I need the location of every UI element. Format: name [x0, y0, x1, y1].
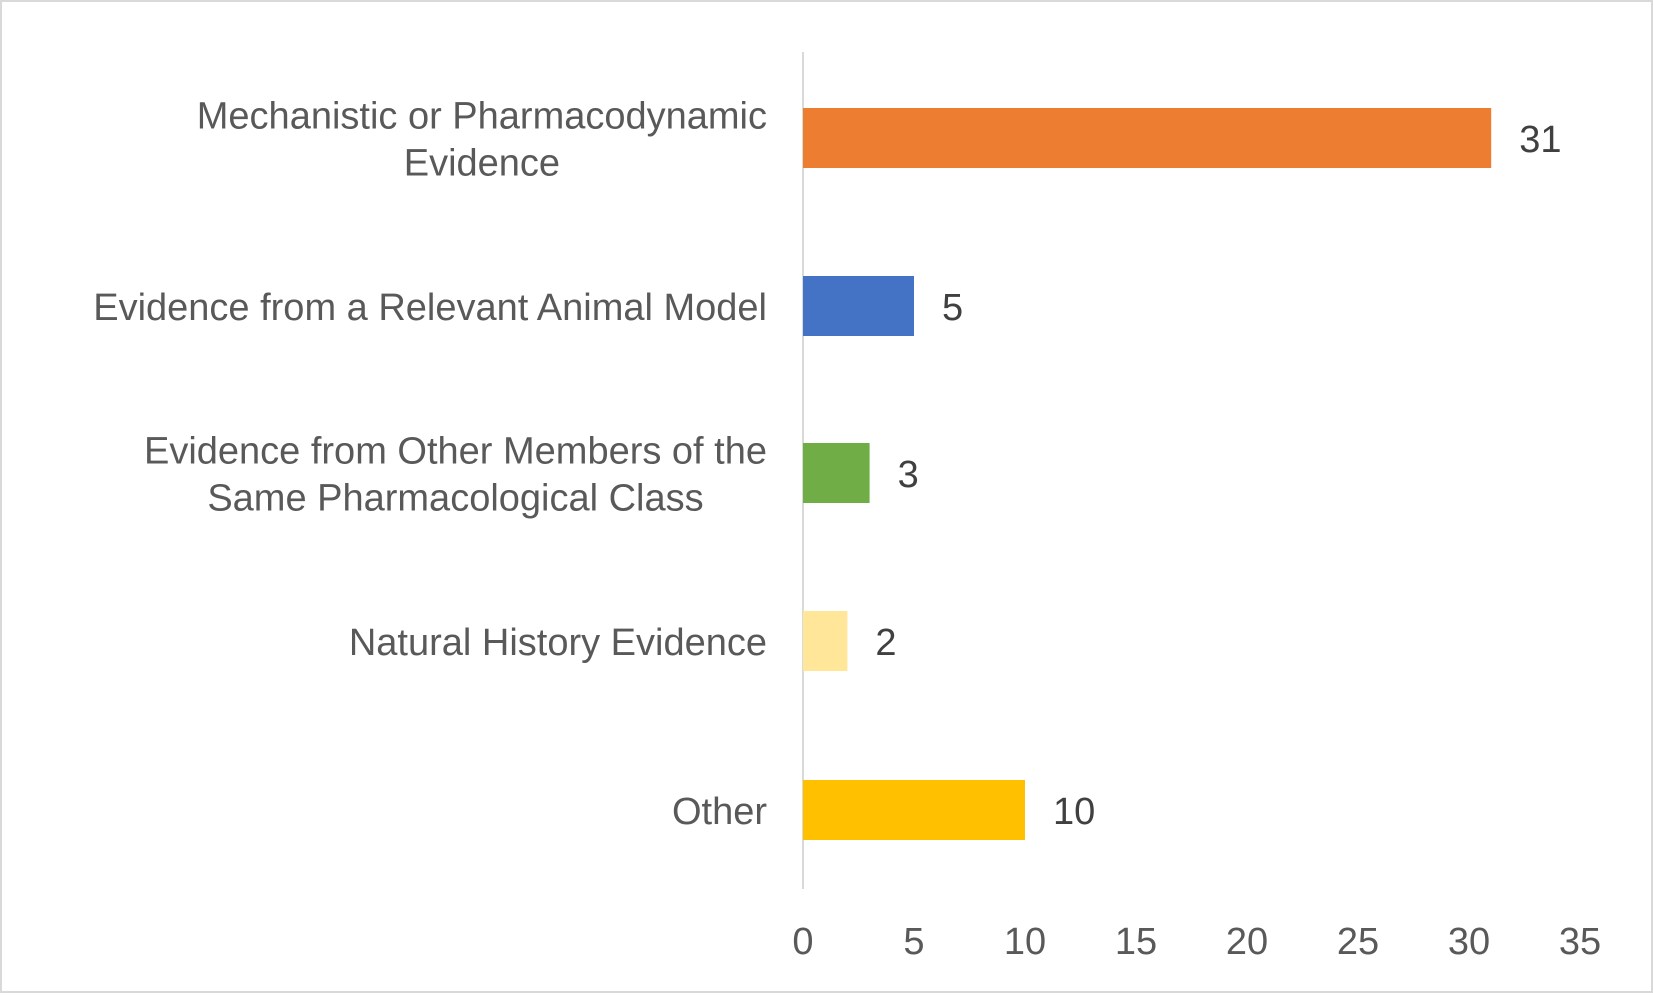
x-tick-label-6: 30 — [1448, 921, 1490, 963]
category-labels-layer: Mechanistic or Pharmacodynamic Evidence Ev… — [93, 96, 767, 834]
category-label-0: Mechanistic or Pharmacodynamic Evidence — [197, 96, 767, 185]
x-tick-label-4: 20 — [1226, 921, 1268, 963]
category-label-line: Mechanistic or Pharmacodynamic — [197, 96, 767, 138]
data-label-4: 10 — [1053, 791, 1095, 833]
category-label-line: Other — [672, 791, 767, 833]
category-label-line: Natural History Evidence — [349, 622, 767, 664]
category-label-1: Evidence from a Relevant Animal Model — [93, 287, 767, 329]
bar-2 — [803, 443, 870, 503]
category-label-3: Natural History Evidence — [349, 622, 767, 664]
x-tick-labels: 0 5 10 15 20 25 30 35 — [792, 921, 1601, 963]
data-label-3: 2 — [875, 622, 896, 664]
x-tick-label-7: 35 — [1559, 921, 1601, 963]
bar-4 — [803, 780, 1025, 840]
category-label-line: Evidence from a Relevant Animal Model — [93, 287, 767, 329]
data-labels-layer: 31 5 3 2 10 — [875, 119, 1561, 833]
category-label-line: Evidence — [404, 143, 560, 185]
x-tick-label-3: 15 — [1115, 921, 1157, 963]
data-label-2: 3 — [898, 454, 919, 496]
x-tick-label-2: 10 — [1004, 921, 1046, 963]
bar-1 — [803, 276, 914, 336]
category-label-line: Evidence from Other Members of the — [144, 431, 767, 473]
category-label-line: Same Pharmacological Class — [207, 478, 703, 520]
bars-layer — [803, 108, 1492, 840]
data-label-0: 31 — [1519, 119, 1561, 161]
bar-3 — [803, 611, 848, 671]
data-label-1: 5 — [942, 287, 963, 329]
x-tick-label-1: 5 — [903, 921, 924, 963]
bar-0 — [803, 108, 1492, 168]
category-label-4: Other — [672, 791, 767, 833]
x-tick-label-5: 25 — [1337, 921, 1379, 963]
category-label-2: Evidence from Other Members of the Same P… — [144, 431, 767, 520]
x-tick-label-0: 0 — [792, 921, 813, 963]
